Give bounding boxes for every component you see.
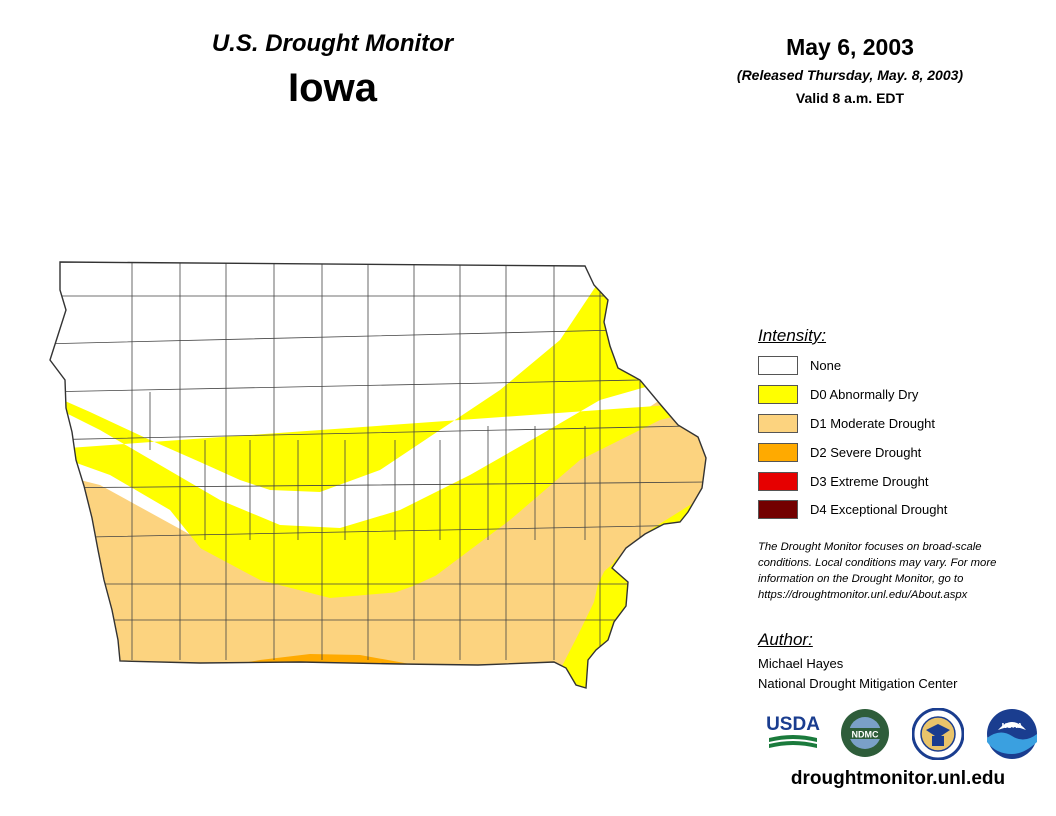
iowa-drought-map [49,261,707,689]
noaa-logo-text: NOAA [1002,723,1023,730]
legend-item-none: None [758,354,841,376]
ndmc-logo-text: NDMC [852,730,879,740]
commerce-seal-icon [912,708,964,760]
map-title: Iowa [288,66,377,110]
author-organization: National Drought Mitigation Center [758,676,958,691]
legend-swatch [758,355,798,375]
usda-logo-text: USDA [766,714,820,735]
legend-label: D0 Abnormally Dry [810,386,919,402]
disclaimer-note: The Drought Monitor focuses on broad-sca… [758,541,997,601]
ndmc-logo-icon: NDMC [841,709,889,757]
legend-label: D3 Extreme Drought [810,473,929,489]
legend-swatch [758,442,798,462]
legend-label: D4 Exceptional Drought [810,501,948,517]
legend-swatch [758,471,798,491]
county-lines [50,262,706,660]
legend-item-d0: D0 Abnormally Dry [758,383,918,405]
map-date: May 6, 2003 [786,34,914,60]
map-subtitle: U.S. Drought Monitor [211,30,454,57]
d1-lower-band [50,415,706,688]
legend-item-d2: D2 Severe Drought [758,441,921,463]
legend-label: D2 Severe Drought [810,444,922,460]
legend-item-d4: D4 Exceptional Drought [758,498,947,520]
release-date: (Released Thursday, May. 8, 2003) [736,67,964,83]
valid-time: Valid 8 a.m. EDT [795,90,905,106]
legend-swatch [758,413,798,433]
website-url: droughtmonitor.unl.edu [790,768,1006,789]
legend-swatch [758,499,798,519]
author-name: Michael Hayes [758,656,844,671]
iowa-outline [49,261,707,689]
d0-abnormally-dry-area [50,262,706,688]
legend-swatch [758,384,798,404]
legend-item-d1: D1 Moderate Drought [758,412,935,434]
legend-label: None [810,357,842,373]
legend-item-d3: D3 Extreme Drought [758,470,929,492]
usda-logo-icon: USDA [766,714,820,748]
noaa-logo-icon: NOAA [987,709,1037,759]
author-heading: Author: [758,630,813,649]
legend-label: D1 Moderate Drought [810,415,936,431]
legend-title: Intensity: [758,326,827,345]
